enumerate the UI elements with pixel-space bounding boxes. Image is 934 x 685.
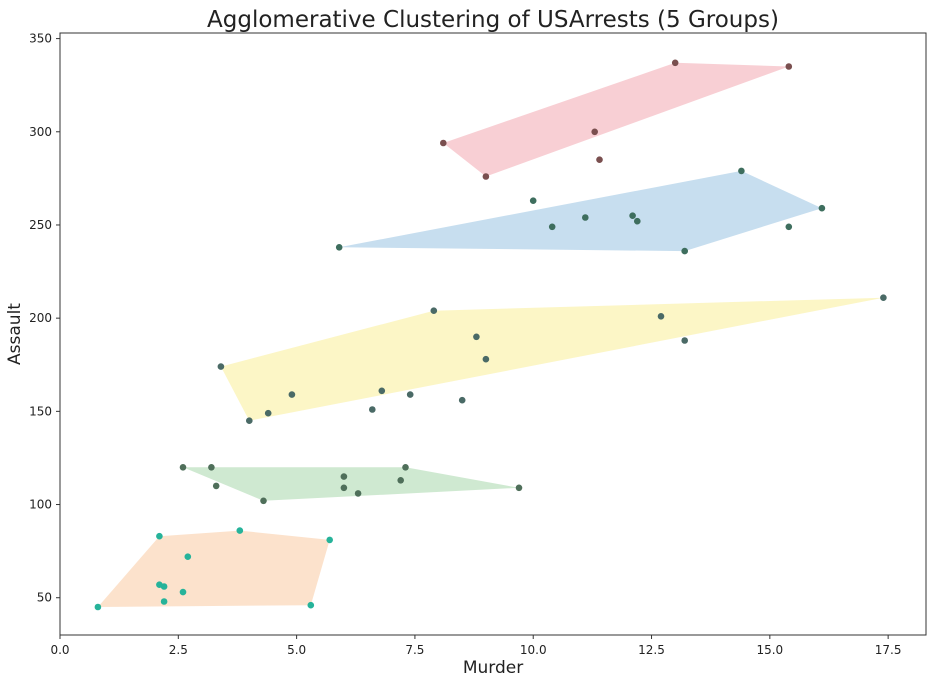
data-point-cluster-3-12 xyxy=(369,406,376,413)
y-tick-label: 250 xyxy=(29,218,52,232)
x-tick-label: 17.5 xyxy=(875,643,902,657)
data-point-cluster-4-8 xyxy=(515,484,523,492)
data-point-cluster-4-7 xyxy=(340,484,348,492)
data-point-cluster-5-2 xyxy=(156,532,163,540)
x-tick-label: 12.5 xyxy=(638,643,665,657)
x-tick-label: 7.5 xyxy=(405,643,424,657)
data-point-cluster-3-10 xyxy=(406,391,414,398)
x-tick-label: 10.0 xyxy=(520,643,547,657)
data-point-cluster-2-10 xyxy=(681,247,688,255)
data-point-cluster-4-5 xyxy=(397,477,405,484)
data-point-cluster-3-4 xyxy=(473,333,480,341)
y-tick-label: 200 xyxy=(29,311,52,325)
data-point-cluster-2-7 xyxy=(548,223,556,231)
data-point-cluster-5-3 xyxy=(326,536,334,544)
cluster-hull-3 xyxy=(220,297,884,421)
data-point-cluster-2-6 xyxy=(634,217,641,225)
cluster-hulls xyxy=(97,62,884,607)
data-point-cluster-1-6 xyxy=(482,173,490,180)
cluster-hull-2 xyxy=(339,170,822,252)
data-point-cluster-5-9 xyxy=(307,601,315,609)
data-point-cluster-4-10 xyxy=(260,497,267,505)
data-point-cluster-2-2 xyxy=(529,197,537,204)
cluster-hull-4 xyxy=(183,467,519,501)
data-point-cluster-5-4 xyxy=(184,553,192,560)
cluster-hull-1 xyxy=(443,62,789,177)
data-point-cluster-1-5 xyxy=(596,156,603,163)
plot-area xyxy=(59,32,927,636)
data-point-cluster-4-4 xyxy=(340,473,348,480)
data-point-cluster-2-1 xyxy=(738,167,745,175)
chart-title: Agglomerative Clustering of USArrests (5… xyxy=(207,7,779,33)
data-point-cluster-1-1 xyxy=(671,59,679,67)
data-point-cluster-2-8 xyxy=(785,223,793,231)
data-point-cluster-4-9 xyxy=(354,490,362,497)
data-point-cluster-3-14 xyxy=(246,417,253,425)
data-point-cluster-2-5 xyxy=(629,212,636,219)
data-point-cluster-3-11 xyxy=(458,396,466,404)
data-point-cluster-4-1 xyxy=(179,464,187,471)
data-point-cluster-4-2 xyxy=(208,464,215,471)
data-points xyxy=(94,59,887,611)
data-point-cluster-3-6 xyxy=(482,355,490,363)
x-tick-label: 5.0 xyxy=(287,643,306,657)
x-axis-label: Murder xyxy=(463,658,523,678)
data-point-cluster-2-4 xyxy=(582,214,589,221)
data-point-cluster-3-1 xyxy=(880,294,887,302)
x-tick-label: 2.5 xyxy=(169,643,188,657)
y-tick-label: 300 xyxy=(29,125,52,139)
data-point-cluster-3-2 xyxy=(430,307,438,315)
data-point-cluster-2-9 xyxy=(335,244,343,251)
data-point-cluster-3-8 xyxy=(378,387,386,395)
data-point-cluster-4-6 xyxy=(212,482,220,490)
x-tick-label: 15.0 xyxy=(756,643,783,657)
data-point-cluster-5-1 xyxy=(236,527,244,534)
y-tick-label: 350 xyxy=(29,32,52,46)
y-axis-label: Assault xyxy=(5,303,25,365)
data-point-cluster-5-6 xyxy=(160,583,168,590)
data-point-cluster-1-2 xyxy=(785,63,793,70)
data-point-cluster-3-7 xyxy=(217,363,225,370)
y-axis-ticks: 50 100 150 200 250 300 350 xyxy=(29,32,60,605)
data-point-cluster-3-3 xyxy=(657,313,665,320)
data-point-cluster-5-10 xyxy=(94,603,102,611)
data-point-cluster-4-3 xyxy=(402,464,409,471)
x-axis-ticks: 0.0 2.5 5.0 7.5 10.0 12.5 15.0 17.5 xyxy=(50,635,902,657)
plot-frame xyxy=(59,32,927,636)
data-point-cluster-1-3 xyxy=(591,128,598,136)
data-point-cluster-1-4 xyxy=(440,139,447,147)
data-point-cluster-3-9 xyxy=(288,391,296,398)
data-point-cluster-5-7 xyxy=(179,588,187,596)
y-tick-label: 150 xyxy=(29,404,52,418)
data-point-cluster-5-8 xyxy=(160,598,168,605)
y-tick-label: 100 xyxy=(29,498,52,512)
data-point-cluster-2-3 xyxy=(818,204,826,212)
cluster-hull-5 xyxy=(97,530,330,607)
data-point-cluster-3-5 xyxy=(681,337,688,344)
y-tick-label: 50 xyxy=(37,591,52,605)
x-tick-label: 0.0 xyxy=(50,643,69,657)
data-point-cluster-3-13 xyxy=(264,409,272,417)
